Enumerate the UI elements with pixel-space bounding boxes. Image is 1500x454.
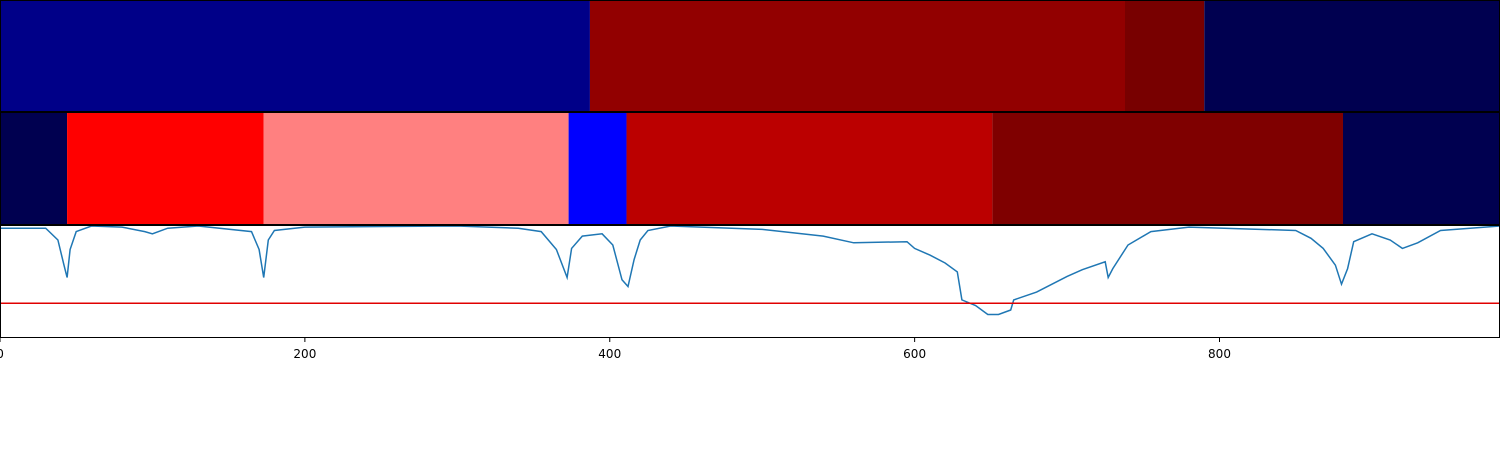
segment bbox=[1125, 1, 1205, 112]
segment bbox=[263, 113, 569, 225]
x-tick-label: 0 bbox=[0, 347, 4, 361]
x-tick-label: 400 bbox=[598, 347, 621, 361]
segment bbox=[0, 113, 68, 225]
segment bbox=[589, 1, 1125, 112]
panel-frame bbox=[0, 225, 1500, 338]
segment bbox=[67, 113, 264, 225]
x-tick-label: 200 bbox=[293, 347, 316, 361]
data-line bbox=[0, 225, 1500, 316]
x-tick-label: 600 bbox=[903, 347, 926, 361]
segment bbox=[992, 113, 1343, 225]
segment bbox=[626, 113, 993, 225]
segment bbox=[568, 113, 627, 225]
segment bbox=[1342, 113, 1500, 225]
segment bbox=[1204, 1, 1500, 112]
x-tick-label: 800 bbox=[1208, 347, 1231, 361]
segment bbox=[0, 1, 590, 112]
